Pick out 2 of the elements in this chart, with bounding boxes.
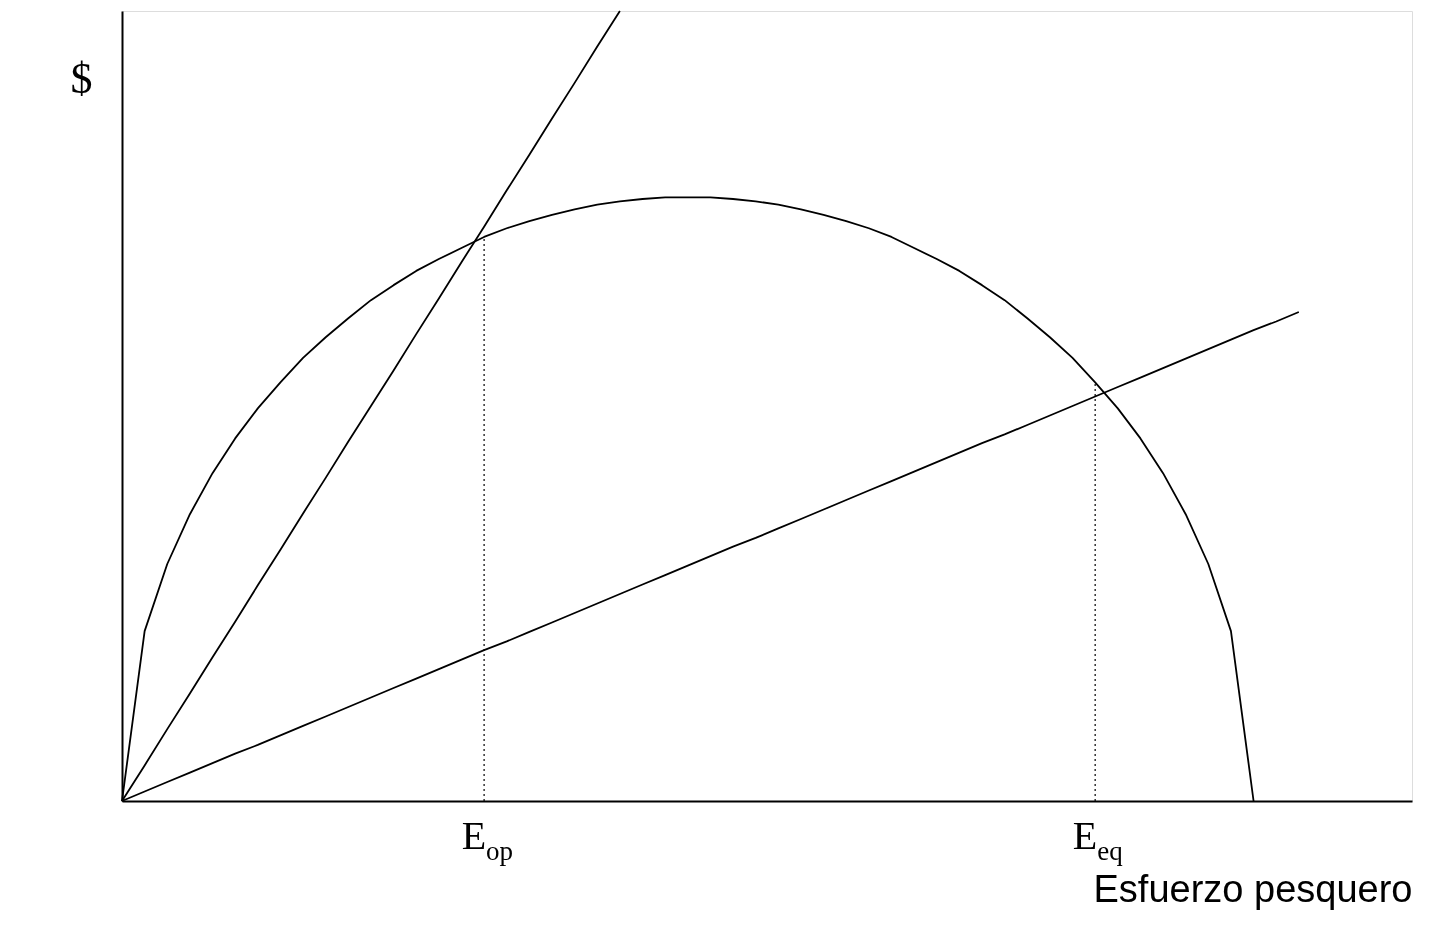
y-axis-title: $ [70,53,93,103]
x-axis-title: Esfuerzo pesquero [1093,867,1413,910]
